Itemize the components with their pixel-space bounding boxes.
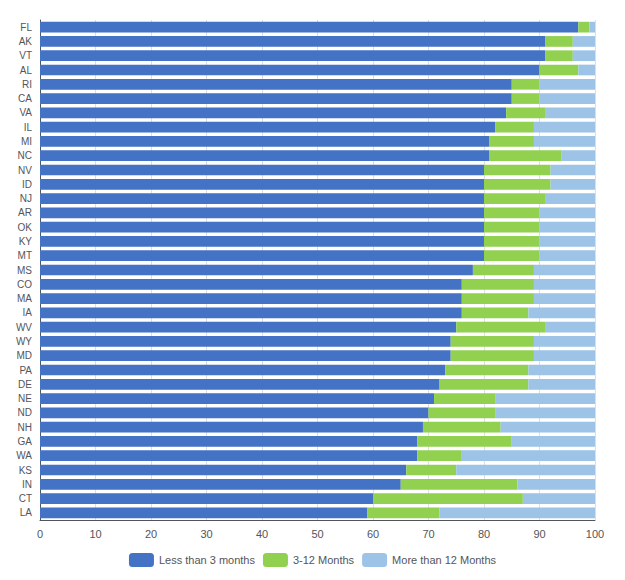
svg-text:More than 12 Months: More than 12 Months <box>392 554 496 566</box>
svg-text:NH: NH <box>18 422 32 433</box>
svg-text:WV: WV <box>16 322 32 333</box>
svg-text:IN: IN <box>22 479 32 490</box>
svg-text:AR: AR <box>18 207 32 218</box>
svg-text:70: 70 <box>422 528 434 540</box>
svg-text:CA: CA <box>18 93 32 104</box>
svg-text:FL: FL <box>20 22 32 33</box>
svg-text:PA: PA <box>19 365 32 376</box>
svg-text:MI: MI <box>21 136 32 147</box>
svg-text:RI: RI <box>22 79 32 90</box>
svg-text:Less than 3 months: Less than 3 months <box>159 554 256 566</box>
svg-text:LA: LA <box>20 507 33 518</box>
svg-text:WA: WA <box>16 450 32 461</box>
svg-text:100: 100 <box>586 528 604 540</box>
svg-text:VA: VA <box>19 107 32 118</box>
svg-text:MS: MS <box>17 265 32 276</box>
svg-text:CT: CT <box>19 493 32 504</box>
svg-text:NJ: NJ <box>20 193 32 204</box>
svg-text:GA: GA <box>18 436 33 447</box>
svg-text:MA: MA <box>17 293 32 304</box>
svg-text:20: 20 <box>145 528 157 540</box>
svg-text:NE: NE <box>18 393 32 404</box>
svg-text:IA: IA <box>23 307 33 318</box>
svg-text:60: 60 <box>367 528 379 540</box>
svg-text:30: 30 <box>200 528 212 540</box>
svg-text:90: 90 <box>533 528 545 540</box>
svg-text:0: 0 <box>37 528 43 540</box>
svg-text:OK: OK <box>18 222 33 233</box>
svg-text:ID: ID <box>22 179 32 190</box>
svg-text:MD: MD <box>16 350 32 361</box>
svg-text:MT: MT <box>18 250 32 261</box>
svg-text:3-12 Months: 3-12 Months <box>293 554 355 566</box>
svg-text:50: 50 <box>311 528 323 540</box>
svg-text:VT: VT <box>19 50 32 61</box>
svg-text:AK: AK <box>19 36 33 47</box>
svg-text:IL: IL <box>24 122 33 133</box>
svg-text:KS: KS <box>19 465 33 476</box>
svg-text:WY: WY <box>16 336 32 347</box>
svg-text:40: 40 <box>256 528 268 540</box>
svg-text:CO: CO <box>17 279 32 290</box>
svg-text:80: 80 <box>478 528 490 540</box>
svg-text:10: 10 <box>89 528 101 540</box>
svg-text:NV: NV <box>18 165 32 176</box>
svg-text:DE: DE <box>18 379 32 390</box>
svg-text:NC: NC <box>18 150 32 161</box>
svg-text:ND: ND <box>18 407 32 418</box>
svg-text:AL: AL <box>20 65 33 76</box>
svg-text:KY: KY <box>19 236 33 247</box>
